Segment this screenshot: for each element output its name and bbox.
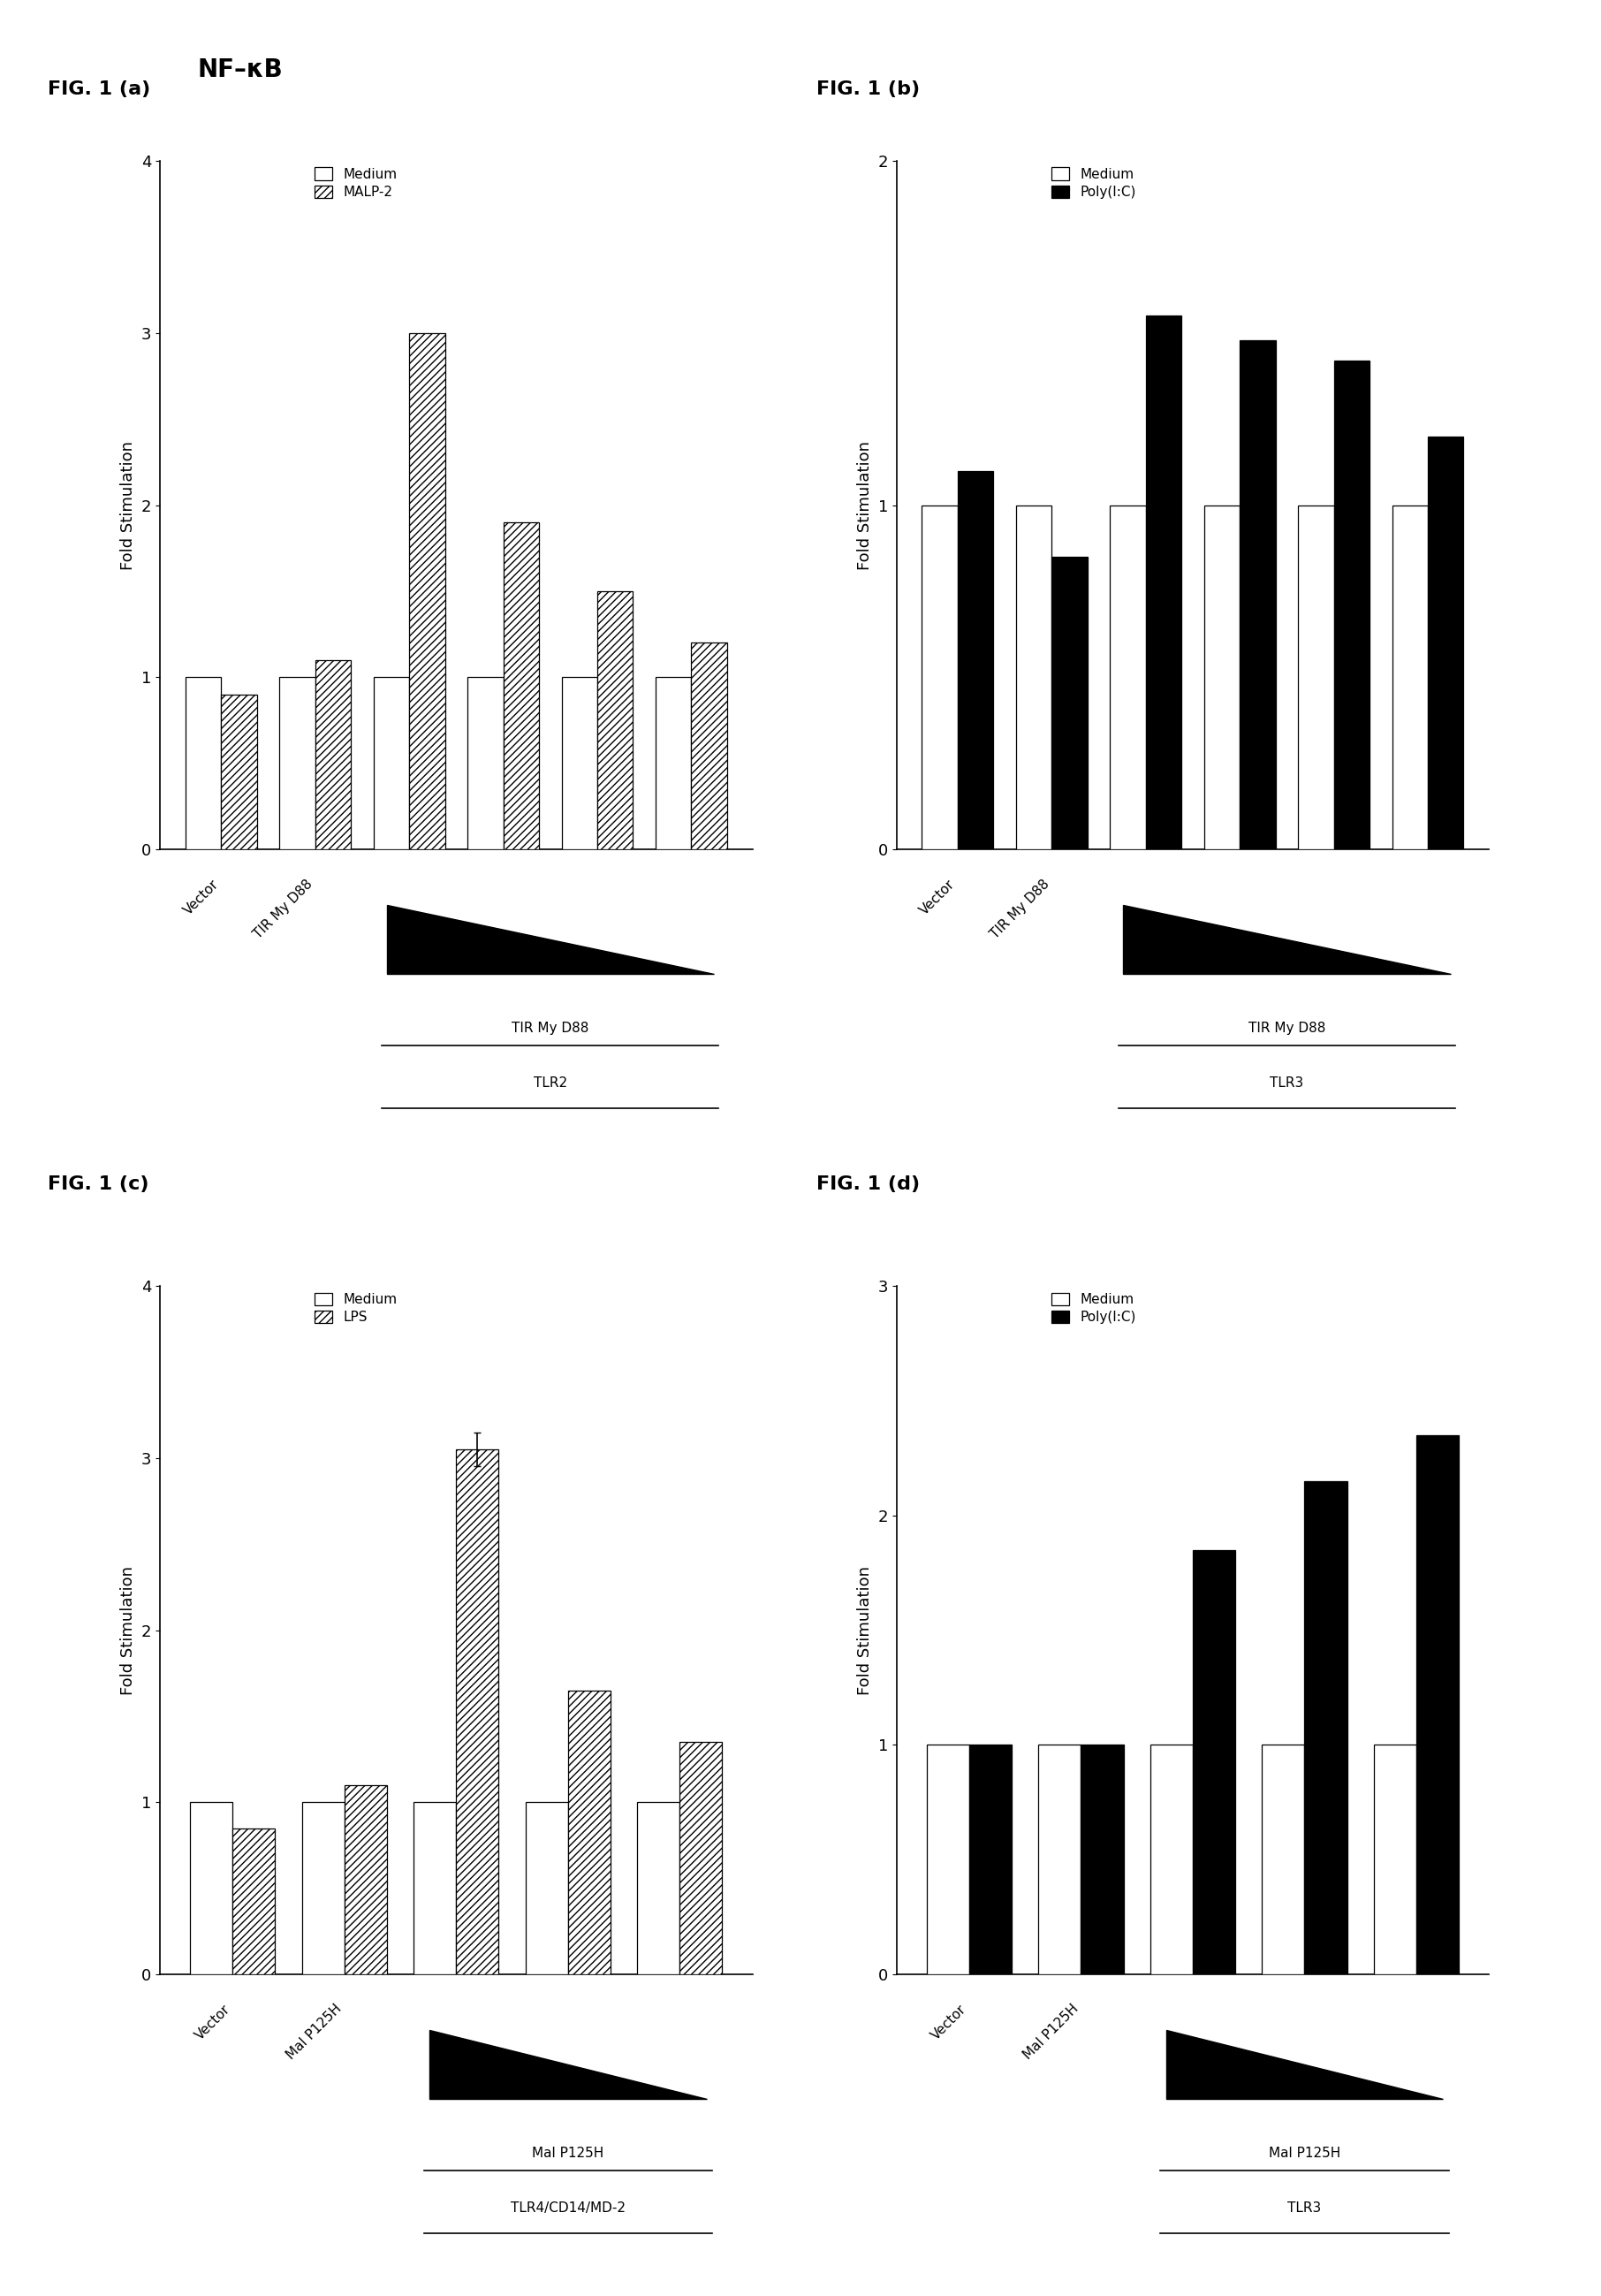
- Text: Vector: Vector: [917, 877, 957, 916]
- Y-axis label: Fold Stimulation: Fold Stimulation: [120, 441, 136, 569]
- Text: TIR My D88: TIR My D88: [1249, 1022, 1326, 1035]
- Bar: [1305, 1481, 1346, 1975]
- Bar: [680, 1743, 722, 1975]
- Bar: [467, 677, 503, 850]
- Bar: [1150, 1745, 1193, 1975]
- Bar: [456, 1449, 500, 1975]
- Bar: [1417, 1435, 1459, 1975]
- Bar: [1081, 1745, 1124, 1975]
- Bar: [656, 677, 692, 850]
- Text: Vector: Vector: [181, 877, 221, 916]
- Text: Mal P125H: Mal P125H: [1021, 2002, 1081, 2062]
- Bar: [525, 1802, 568, 1975]
- Bar: [221, 693, 256, 850]
- Bar: [1262, 1745, 1305, 1975]
- Bar: [186, 677, 221, 850]
- Text: TLR4/CD14/MD-2: TLR4/CD14/MD-2: [511, 2202, 626, 2216]
- Text: Vector: Vector: [929, 2002, 969, 2041]
- Text: TLR2: TLR2: [533, 1077, 567, 1091]
- Y-axis label: Fold Stimulation: Fold Stimulation: [120, 1566, 136, 1694]
- Bar: [927, 1745, 969, 1975]
- Bar: [191, 1802, 232, 1975]
- Text: Mal P125H: Mal P125H: [532, 2147, 604, 2161]
- Bar: [410, 333, 445, 850]
- Bar: [315, 661, 351, 850]
- Bar: [1428, 436, 1463, 850]
- Legend: Medium, LPS: Medium, LPS: [315, 1293, 397, 1325]
- Bar: [1393, 505, 1428, 850]
- Bar: [1109, 505, 1146, 850]
- Legend: Medium, Poly(I:C): Medium, Poly(I:C): [1052, 1293, 1135, 1325]
- Bar: [1374, 1745, 1417, 1975]
- Bar: [692, 643, 727, 850]
- Bar: [1017, 505, 1052, 850]
- Bar: [303, 1802, 344, 1975]
- Bar: [957, 471, 993, 850]
- Text: FIG. 1 (a): FIG. 1 (a): [48, 80, 150, 99]
- Bar: [413, 1802, 456, 1975]
- Bar: [969, 1745, 1012, 1975]
- Text: TIR My D88: TIR My D88: [512, 1022, 589, 1035]
- Text: FIG. 1 (c): FIG. 1 (c): [48, 1176, 149, 1194]
- Polygon shape: [1166, 2030, 1443, 2099]
- Polygon shape: [387, 905, 714, 974]
- Bar: [280, 677, 315, 850]
- Bar: [1052, 558, 1087, 850]
- Bar: [1193, 1550, 1236, 1975]
- Y-axis label: Fold Stimulation: Fold Stimulation: [857, 441, 873, 569]
- Y-axis label: Fold Stimulation: Fold Stimulation: [857, 1566, 873, 1694]
- Text: TLR3: TLR3: [1270, 1077, 1303, 1091]
- Text: NF–κB: NF–κB: [197, 57, 283, 83]
- Text: TIR My D88: TIR My D88: [251, 877, 315, 941]
- Bar: [1146, 317, 1182, 850]
- Text: Mal P125H: Mal P125H: [1268, 2147, 1340, 2161]
- Legend: Medium, Poly(I:C): Medium, Poly(I:C): [1052, 168, 1135, 200]
- Polygon shape: [1124, 905, 1451, 974]
- Text: FIG. 1 (d): FIG. 1 (d): [817, 1176, 921, 1194]
- Polygon shape: [429, 2030, 706, 2099]
- Bar: [344, 1786, 387, 1975]
- Bar: [1204, 505, 1239, 850]
- Bar: [232, 1828, 275, 1975]
- Text: Vector: Vector: [192, 2002, 232, 2041]
- Text: Mal P125H: Mal P125H: [285, 2002, 344, 2062]
- Text: TIR My D88: TIR My D88: [988, 877, 1052, 941]
- Bar: [922, 505, 957, 850]
- Bar: [1039, 1745, 1081, 1975]
- Bar: [1334, 360, 1369, 850]
- Bar: [568, 1690, 610, 1975]
- Bar: [562, 677, 597, 850]
- Bar: [1239, 340, 1276, 850]
- Bar: [373, 677, 410, 850]
- Bar: [597, 592, 632, 850]
- Legend: Medium, MALP-2: Medium, MALP-2: [315, 168, 397, 200]
- Text: FIG. 1 (b): FIG. 1 (b): [817, 80, 921, 99]
- Bar: [503, 523, 540, 850]
- Bar: [637, 1802, 680, 1975]
- Bar: [1298, 505, 1334, 850]
- Text: TLR3: TLR3: [1287, 2202, 1321, 2216]
